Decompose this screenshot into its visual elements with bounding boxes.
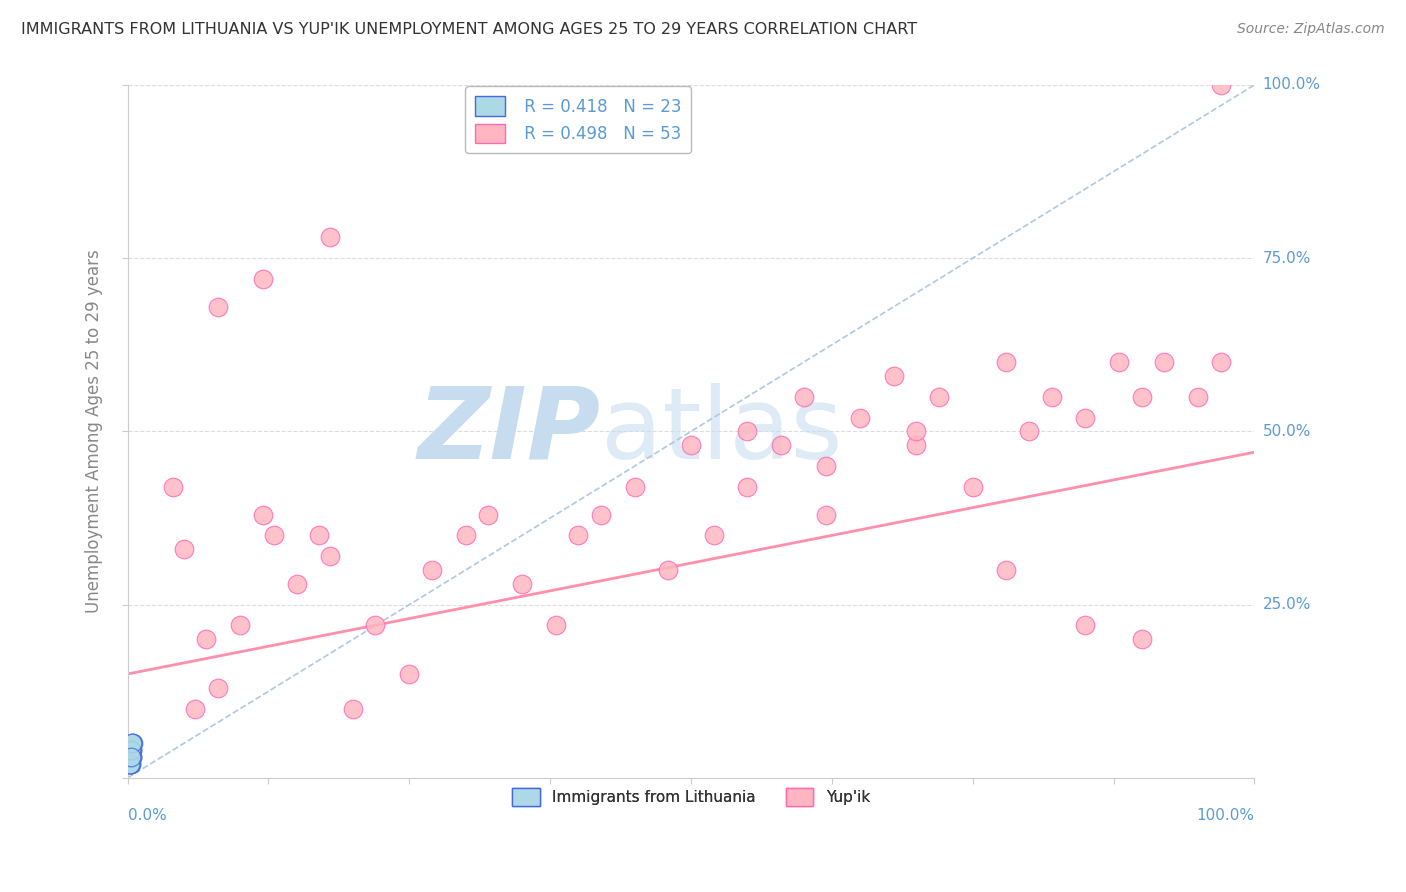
Point xyxy=(815,508,838,522)
Point xyxy=(342,701,364,715)
Point xyxy=(1108,355,1130,369)
Point xyxy=(1209,355,1232,369)
Point xyxy=(184,701,207,715)
Point xyxy=(118,757,141,772)
Point xyxy=(544,618,567,632)
Text: 25.0%: 25.0% xyxy=(1263,597,1310,612)
Point xyxy=(121,743,143,757)
Point xyxy=(120,750,142,764)
Point xyxy=(454,528,477,542)
Point xyxy=(793,390,815,404)
Point xyxy=(207,681,229,695)
Point xyxy=(1130,632,1153,647)
Text: Source: ZipAtlas.com: Source: ZipAtlas.com xyxy=(1237,22,1385,37)
Point xyxy=(120,743,142,757)
Point xyxy=(1187,390,1209,404)
Point xyxy=(121,736,143,750)
Point xyxy=(737,425,759,439)
Point xyxy=(962,480,984,494)
Point xyxy=(995,355,1018,369)
Point xyxy=(118,750,141,764)
Point xyxy=(567,528,589,542)
Point xyxy=(121,736,143,750)
Point xyxy=(120,750,142,764)
Point xyxy=(120,757,142,772)
Point xyxy=(120,750,142,764)
Point xyxy=(207,300,229,314)
Y-axis label: Unemployment Among Ages 25 to 29 years: Unemployment Among Ages 25 to 29 years xyxy=(86,250,103,614)
Point xyxy=(118,757,141,772)
Point xyxy=(702,528,724,542)
Point xyxy=(883,369,905,384)
Point xyxy=(510,577,533,591)
Point xyxy=(398,667,420,681)
Point xyxy=(285,577,308,591)
Point xyxy=(120,750,142,764)
Point xyxy=(173,542,195,557)
Point xyxy=(420,563,443,577)
Point xyxy=(120,743,142,757)
Point xyxy=(849,410,872,425)
Point xyxy=(319,230,342,244)
Point xyxy=(252,272,274,286)
Point xyxy=(905,425,928,439)
Text: 0.0%: 0.0% xyxy=(128,808,166,823)
Text: ZIP: ZIP xyxy=(418,383,600,480)
Point xyxy=(1018,425,1040,439)
Legend: Immigrants from Lithuania, Yup'ik: Immigrants from Lithuania, Yup'ik xyxy=(506,782,876,812)
Text: 50.0%: 50.0% xyxy=(1263,424,1310,439)
Text: atlas: atlas xyxy=(600,383,842,480)
Point xyxy=(120,743,142,757)
Point xyxy=(1153,355,1175,369)
Text: 100.0%: 100.0% xyxy=(1263,78,1320,93)
Point xyxy=(1209,78,1232,92)
Point xyxy=(120,743,142,757)
Point xyxy=(1074,618,1097,632)
Point xyxy=(122,736,145,750)
Point xyxy=(118,757,141,772)
Point xyxy=(162,480,184,494)
Point xyxy=(118,750,141,764)
Point xyxy=(118,757,141,772)
Point xyxy=(229,618,252,632)
Point xyxy=(121,750,143,764)
Point xyxy=(770,438,793,452)
Point xyxy=(995,563,1018,577)
Point xyxy=(589,508,612,522)
Point xyxy=(1040,390,1063,404)
Point xyxy=(679,438,702,452)
Point xyxy=(737,480,759,494)
Point xyxy=(1130,390,1153,404)
Point xyxy=(928,390,950,404)
Point xyxy=(121,743,143,757)
Point xyxy=(1074,410,1097,425)
Point xyxy=(308,528,330,542)
Point xyxy=(364,618,387,632)
Point xyxy=(657,563,679,577)
Point xyxy=(120,757,142,772)
Text: IMMIGRANTS FROM LITHUANIA VS YUP'IK UNEMPLOYMENT AMONG AGES 25 TO 29 YEARS CORRE: IMMIGRANTS FROM LITHUANIA VS YUP'IK UNEM… xyxy=(21,22,917,37)
Text: 100.0%: 100.0% xyxy=(1197,808,1254,823)
Point xyxy=(195,632,218,647)
Point xyxy=(252,508,274,522)
Point xyxy=(121,750,143,764)
Point xyxy=(623,480,645,494)
Text: 75.0%: 75.0% xyxy=(1263,251,1310,266)
Point xyxy=(815,459,838,474)
Point xyxy=(319,549,342,564)
Point xyxy=(905,438,928,452)
Point xyxy=(477,508,499,522)
Point xyxy=(263,528,285,542)
